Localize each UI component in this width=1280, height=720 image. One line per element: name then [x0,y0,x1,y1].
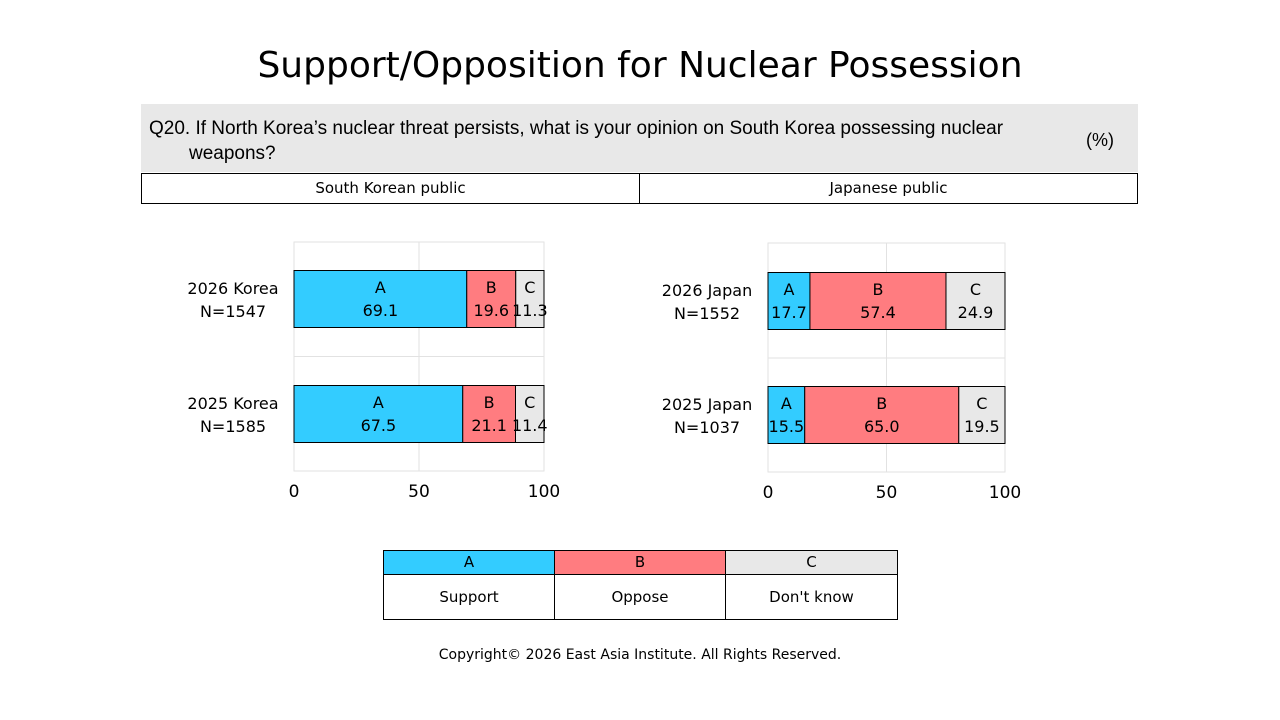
x-tick-label: 50 [408,482,430,502]
bar-segment-b [809,272,947,330]
bar-value-label: 19.6 [473,301,509,320]
group-header: South Korean public Japanese public [141,173,1138,204]
bar-segment-a [293,270,468,328]
bar-value-label: 11.3 [512,301,548,320]
legend-table: A B C Support Oppose Don't know [383,550,898,620]
bar-series-label: A [375,278,386,297]
bar-segment-a [293,385,464,443]
bar-series-label: B [484,393,495,412]
bar-value-label: 17.7 [771,303,807,322]
bar-series-label: A [781,394,792,413]
bar-value-label: 21.1 [471,416,507,435]
category-label: N=1547 [200,302,266,321]
bar-segment-b [804,386,960,444]
category-label: N=1585 [200,417,266,436]
legend-key-b: B [555,551,726,575]
page-title: Support/Opposition for Nuclear Possessio… [257,45,1023,86]
legend-label-dont-know: Don't know [769,588,854,606]
legend-key-a: A [384,551,555,575]
bar-value-label: 11.4 [512,416,548,435]
bar-series-label: B [876,394,887,413]
x-tick-label: 100 [528,482,560,502]
bar-series-label: C [524,393,535,412]
bar-segment-c [515,385,545,443]
unit-label: (%) [1086,130,1114,150]
bar-value-label: 69.1 [363,301,399,320]
bar-value-label: 65.0 [864,417,900,436]
bar-value-label: 57.4 [860,303,896,322]
bar-series-label: C [976,394,987,413]
category-label: 2026 Japan [662,281,752,300]
bar-value-label: 24.9 [958,303,994,322]
question-box: Q20. If North Korea’s nuclear threat per… [141,104,1138,172]
bar-series-label: C [970,280,981,299]
category-label: 2026 Korea [187,279,278,298]
bar-segment-c [515,270,545,328]
bar-segment-c [945,272,1006,330]
x-tick-label: 0 [763,483,774,503]
bar-series-label: C [524,278,535,297]
legend-key-c: C [726,551,897,575]
category-label: N=1552 [674,304,740,323]
bar-segment-b [462,385,516,443]
bar-segment-a [767,272,811,330]
group-header-south-korea: South Korean public [142,174,640,203]
bar-series-label: B [872,280,883,299]
bar-segment-c [958,386,1006,444]
legend-label-oppose: Oppose [555,575,726,619]
copyright: Copyright© 2026 East Asia Institute. All… [438,647,842,663]
category-label: 2025 Korea [187,394,278,413]
bar-value-label: 67.5 [361,416,397,435]
bar-series-label: A [373,393,384,412]
bar-value-label: 15.5 [769,417,805,436]
group-header-japan: Japanese public [829,179,948,197]
bar-series-label: A [783,280,794,299]
category-label: 2025 Japan [662,395,752,414]
x-tick-label: 0 [289,482,300,502]
bar-value-label: 19.5 [964,417,1000,436]
bar-series-label: B [486,278,497,297]
x-tick-label: 50 [876,483,898,503]
question-text: Q20. If North Korea’s nuclear threat per… [149,118,1004,164]
x-tick-label: 100 [989,483,1021,503]
legend-label-support: Support [384,575,555,619]
category-label: N=1037 [674,418,740,437]
